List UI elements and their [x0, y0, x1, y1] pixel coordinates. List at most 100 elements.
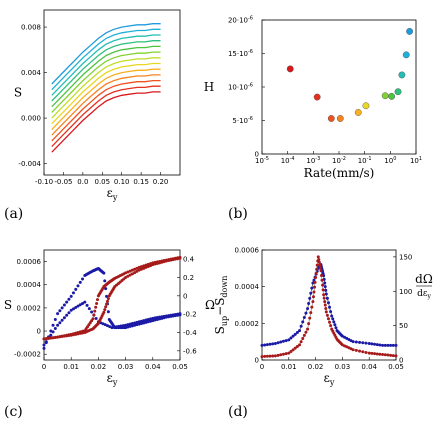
panel-c-point — [171, 313, 175, 317]
panel-c-point — [106, 297, 110, 301]
panel-c-point — [76, 332, 80, 336]
panel-c-point — [81, 331, 85, 335]
panel-d-xtick-label: 0 — [260, 363, 264, 371]
panel-d-point — [293, 332, 297, 336]
panel-a-series-line — [51, 85, 161, 148]
panel-b-label: (b) — [228, 206, 248, 222]
panel-d-point — [298, 329, 302, 333]
panel-d-point — [315, 263, 319, 267]
panel-d-point — [324, 310, 328, 314]
panel-a-xtick-label: 0.0 — [77, 178, 88, 186]
panel-c-point — [173, 257, 177, 261]
panel-d-point — [370, 351, 374, 355]
panel-c-point — [103, 308, 107, 312]
panel-d-point — [361, 341, 365, 345]
panel-d-point — [281, 339, 285, 343]
panel-d-point — [287, 338, 291, 342]
panel-c-point — [42, 337, 46, 341]
panel-c-point — [74, 332, 78, 336]
panel-c-xlabel: εy — [107, 371, 118, 387]
panel-c-point — [95, 301, 99, 305]
panel-d-ytick-label: 0.0006 — [235, 247, 260, 255]
panel-d-point — [304, 330, 308, 334]
panel-d-point — [314, 276, 318, 279]
panel-a-ylabel: S — [14, 86, 22, 100]
panel-c-point — [44, 340, 48, 344]
panel-b-xtick-label: 10-1 — [358, 156, 372, 165]
panel-a-xtick-label: 0.15 — [133, 178, 149, 186]
panel-d-point — [310, 286, 314, 290]
panel-c-point — [110, 326, 114, 330]
panel-d-point — [299, 324, 303, 328]
panel-d-point — [302, 315, 306, 319]
panel-d-point — [271, 342, 275, 346]
panel-c-point — [62, 334, 66, 338]
panel-d-point — [281, 352, 285, 356]
panel-d-xtick-label: 0.03 — [335, 363, 351, 371]
panel-a-xtick-label: 0.10 — [114, 178, 130, 186]
panel-d-point — [298, 343, 302, 347]
panel-d-point — [268, 342, 272, 346]
panel-c-point — [133, 267, 137, 271]
panel-d-xtick-label: 0.05 — [388, 363, 404, 371]
panel-a-series-line — [51, 34, 161, 96]
panel-c-point — [135, 320, 139, 324]
panel-c-point — [139, 319, 143, 323]
panel-c-point — [158, 261, 162, 265]
panel-a-xtick-label: -0.10 — [35, 178, 53, 186]
panel-d-point — [317, 258, 321, 262]
panel-d-point — [312, 290, 316, 294]
panel-d-point — [381, 343, 385, 347]
panel-c-point — [108, 325, 112, 329]
panel-d-point — [307, 322, 311, 326]
panel-c-point — [49, 329, 53, 333]
panel-d-point — [293, 346, 297, 350]
panel-c-point — [78, 331, 82, 335]
panel-c-point — [42, 346, 46, 350]
panel-c-point — [71, 333, 75, 337]
panel-c-point — [69, 308, 73, 312]
panel-d-point — [322, 293, 326, 297]
panel-c-point — [146, 320, 150, 324]
panel-d-point — [329, 310, 333, 314]
panel-c-point — [94, 317, 98, 321]
panel-c-point — [51, 336, 55, 340]
panel-d-y2label-numerator: dΩ — [415, 272, 433, 286]
panel-d-point — [326, 317, 330, 321]
panel-b-ytick-label: 10·10-6 — [228, 83, 253, 92]
panel-c-point — [87, 307, 91, 311]
panel-b-point — [286, 65, 294, 73]
panel-c-point — [117, 324, 121, 328]
panel-b-point — [388, 92, 396, 100]
panel-c-point — [128, 273, 132, 277]
panel-b-xtick-label: 10-2 — [332, 156, 346, 165]
panel-c-point — [126, 323, 130, 327]
panel-d-point — [321, 283, 325, 287]
panel-b-ytick-label: 5·10-6 — [232, 116, 253, 125]
panel-c-point — [160, 315, 164, 319]
panel-d-point — [331, 317, 335, 321]
panel-d-point — [311, 300, 315, 304]
panel-d-point — [319, 273, 323, 277]
panel-b-xlabel: Rate(mm/s) — [304, 166, 375, 180]
panel-c-point — [60, 334, 64, 338]
panel-d-point — [364, 350, 368, 354]
panel-d-point — [373, 352, 377, 356]
panel-b-ytick-label: 15·10-6 — [228, 49, 253, 58]
panel-c-label: (c) — [4, 404, 23, 420]
panel-a-ytick-label: 0.008 — [21, 24, 41, 32]
panel-d-point — [354, 340, 358, 344]
panel-d-point — [311, 295, 315, 299]
panel-b-ylabel: H — [204, 80, 214, 94]
panel-c-point — [74, 306, 78, 310]
panel-d-point — [287, 351, 291, 355]
panel-b-point — [313, 93, 321, 101]
panel-d-point — [383, 353, 387, 357]
panel-a-ytick-label: 0.004 — [21, 69, 42, 77]
panel-d-xtick-label: 0.01 — [281, 363, 297, 371]
panel-c-y2tick-label: -0.2 — [183, 311, 197, 319]
panel-c-point — [60, 306, 64, 310]
panel-b-xtick-label: 10-5 — [255, 156, 269, 165]
panel-d-point — [304, 311, 308, 315]
panel-c-ytick-label: -0.0002 — [14, 351, 41, 359]
